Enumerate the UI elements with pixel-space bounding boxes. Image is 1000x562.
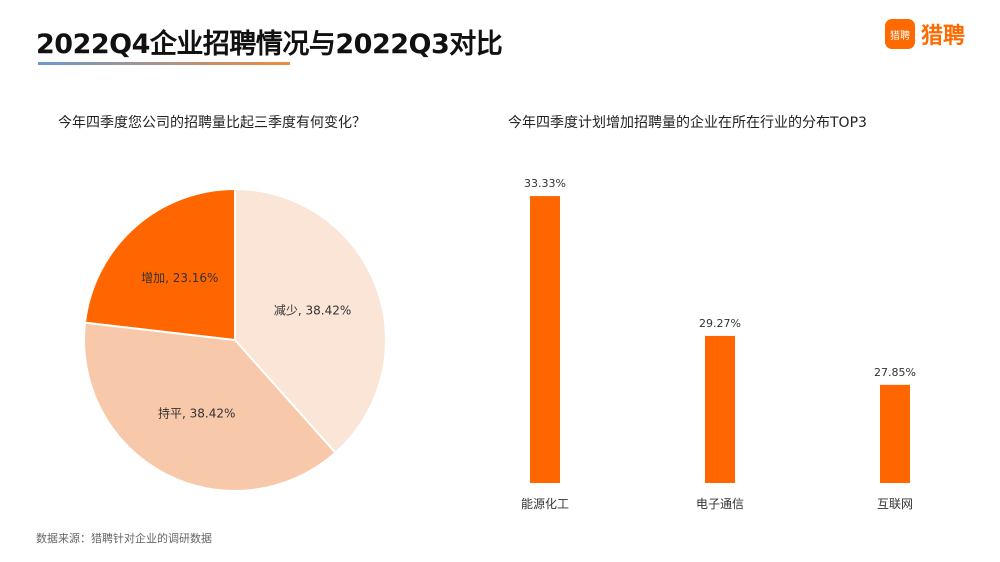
bar-0 bbox=[530, 196, 560, 484]
pie-label-0: 减少, 38.42% bbox=[274, 303, 351, 317]
title-underline bbox=[38, 62, 290, 65]
logo-text: 猎聘 bbox=[921, 24, 966, 49]
pie-slice-1 bbox=[83, 321, 337, 492]
bar-category-label-1: 电子通信 bbox=[696, 497, 744, 511]
page-title: 2022Q4企业招聘情况与2022Q3对比 bbox=[36, 29, 503, 60]
bar-2 bbox=[880, 384, 910, 483]
bar-value-label-2: 27.85% bbox=[874, 366, 916, 379]
pie-slice-2 bbox=[83, 187, 236, 342]
pie-title: 今年四季度您公司的招聘量比起三季度有何变化？ bbox=[58, 115, 366, 131]
bar-1 bbox=[705, 335, 735, 483]
pie-label-1: 持平, 38.42% bbox=[158, 406, 235, 421]
bar-category-label-0: 能源化工 bbox=[521, 497, 569, 511]
logo-badge-icon: 猎聘 bbox=[885, 19, 915, 49]
bar-value-label-0: 33.33% bbox=[524, 177, 566, 190]
data-source: 数据来源：猎聘针对企业的调研数据 bbox=[36, 532, 212, 545]
logo: 猎聘 猎聘 bbox=[885, 18, 965, 50]
pie-label-2: 增加, 23.16% bbox=[141, 271, 218, 285]
bar-value-label-1: 29.27% bbox=[699, 317, 741, 330]
bar-category-label-2: 互联网 bbox=[877, 497, 913, 511]
bar-title: 今年四季度计划增加招聘量的企业在所在行业的分布TOP3 bbox=[508, 115, 867, 131]
pie-slice-0 bbox=[234, 187, 387, 455]
